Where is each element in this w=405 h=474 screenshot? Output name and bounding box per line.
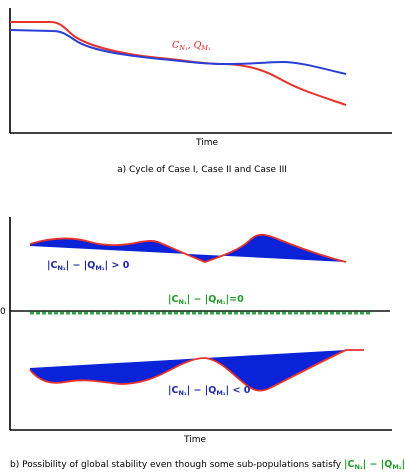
panel-b-caption-formula: |CN₁| − |QM₁|=0 (344, 459, 405, 471)
lower-label: |CN₁| − |QM₁| < 0 (168, 385, 251, 397)
panel-a-caption: a) Cycle of Case I, Case II and Case III (117, 165, 287, 175)
middle-label: |CN₁| − |QM₁|=0 (168, 294, 244, 306)
panel-b-caption: b) Possibility of global stability even … (10, 459, 405, 471)
panel-a-xlabel: Time (195, 138, 218, 148)
upper-label: |CN₁| − |QM₁| > 0 (47, 260, 130, 272)
panel-b-xlabel: Time (183, 435, 206, 445)
panel-b-caption-prefix: b) Possibility of global stability even … (10, 460, 344, 470)
zero-tick: 0 (0, 307, 6, 317)
upper-region (30, 234, 346, 262)
panel-a: CN₁, QM₁ Time a) Cycle of Case I, Case I… (9, 8, 392, 175)
series-label: CN₁, QM₁ (172, 40, 211, 52)
lower-region (30, 350, 346, 391)
panel-b: |CN₁| − |QM₁| > 0 0 |CN₁| − |QM₁|=0 |CN₁… (0, 217, 405, 471)
lower-curve (29, 349, 364, 392)
upper-curve (29, 233, 347, 263)
q-m1-curve (9, 29, 347, 75)
